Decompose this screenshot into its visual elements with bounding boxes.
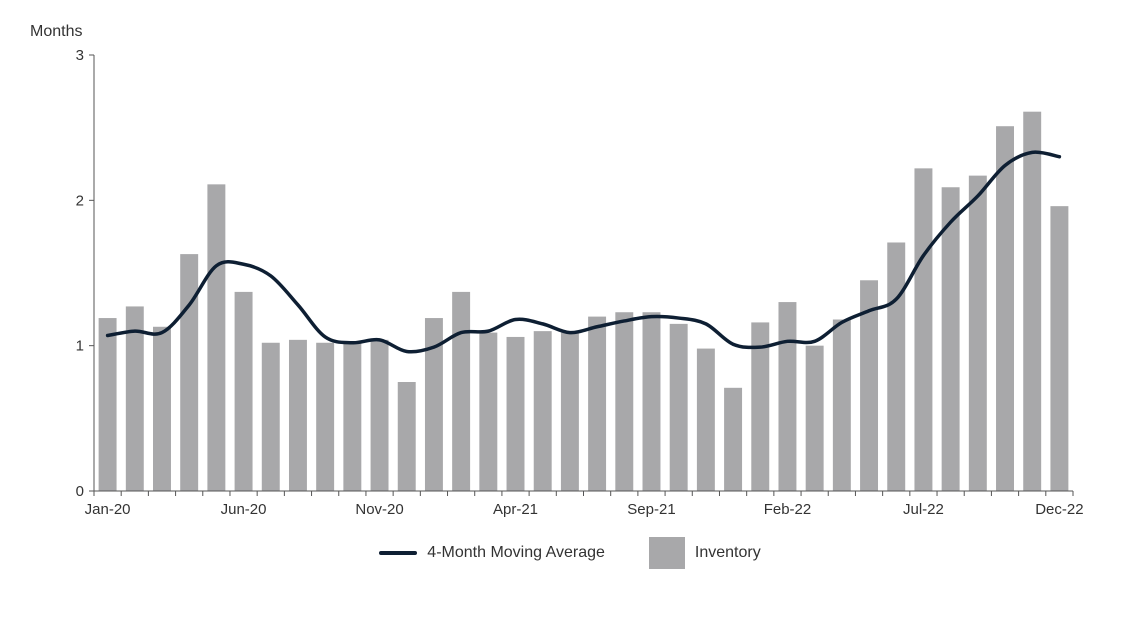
- bar-Jun-22: [887, 242, 906, 491]
- bar-Jan-21: [424, 318, 443, 491]
- axes-layer: [89, 54, 1074, 496]
- legend-label-inventory: Inventory: [694, 544, 761, 561]
- legend-line-swatch: [379, 551, 418, 555]
- x-tick-label: Jun-20: [221, 501, 267, 518]
- y-tick-label: 1: [76, 338, 84, 355]
- bar-May-21: [533, 331, 552, 491]
- legend-item-moving-average: 4-Month Moving Average: [379, 544, 605, 562]
- bar-Apr-20: [180, 254, 199, 491]
- bar-Mar-21: [479, 332, 498, 491]
- x-tick-labels: Jan-20 Jun-20 Nov-20 Apr-21 Sep-21 Feb-22 Jul-…: [85, 501, 1084, 518]
- bar-Feb-20: [125, 306, 144, 491]
- bar-Mar-22: [805, 345, 824, 491]
- x-tick-label: Jul-22: [903, 501, 944, 518]
- bar-Jul-21: [588, 316, 607, 491]
- bar-Aug-20: [288, 339, 307, 491]
- bar-Jul-22: [914, 168, 933, 492]
- bar-May-22: [860, 280, 879, 491]
- x-tick-label: Sep-21: [627, 501, 675, 518]
- x-tick-label: Dec-22: [1035, 501, 1083, 518]
- bar-Dec-22: [1050, 206, 1069, 491]
- bar-Oct-20: [343, 341, 362, 491]
- bar-Sep-21: [642, 312, 661, 491]
- bars-layer: [98, 111, 1069, 492]
- bar-Jul-20: [261, 342, 280, 491]
- legend-bar-swatch: [648, 537, 685, 569]
- bar-Jun-20: [234, 291, 253, 491]
- bar-Nov-21: [696, 348, 715, 491]
- bar-Dec-21: [724, 387, 743, 491]
- bar-Aug-22: [941, 187, 960, 491]
- bar-Oct-22: [996, 126, 1014, 492]
- bar-Jun-21: [560, 332, 579, 491]
- bar-Apr-22: [832, 319, 851, 491]
- x-tick-label: Jan-20: [85, 501, 131, 518]
- bar-Dec-20: [397, 382, 416, 491]
- bar-May-20: [207, 184, 226, 491]
- y-tick-label: 0: [76, 483, 84, 500]
- bar-Nov-22: [1023, 111, 1042, 492]
- bar-Sep-20: [316, 342, 335, 491]
- y-tick-labels: 0 1 2 3: [76, 47, 84, 500]
- bar-Jan-20: [98, 318, 117, 491]
- bar-Apr-21: [506, 336, 525, 491]
- bar-Oct-21: [669, 323, 688, 491]
- x-tick-label: Feb-22: [764, 501, 812, 518]
- y-tick-label: 2: [76, 192, 84, 209]
- bar-Jan-22: [751, 322, 770, 491]
- bar-Aug-21: [615, 312, 634, 491]
- bar-Sep-22: [968, 175, 987, 491]
- bar-Feb-22: [778, 302, 797, 491]
- moving-average-layer: [105, 150, 1062, 354]
- y-axis-title: Months: [30, 23, 82, 40]
- x-tick-label: Apr-21: [493, 501, 538, 518]
- bar-Nov-20: [370, 339, 389, 491]
- bar-Feb-21: [452, 291, 471, 491]
- bar-Mar-20: [153, 326, 171, 491]
- legend-item-inventory: Inventory: [648, 537, 761, 569]
- legend: 4-Month Moving Average Inventory: [0, 536, 1140, 570]
- moving-average-line: [105, 150, 1062, 354]
- legend-label-moving-average: 4-Month Moving Average: [427, 544, 605, 561]
- y-tick-label: 3: [76, 47, 84, 64]
- x-tick-label: Nov-20: [355, 501, 403, 518]
